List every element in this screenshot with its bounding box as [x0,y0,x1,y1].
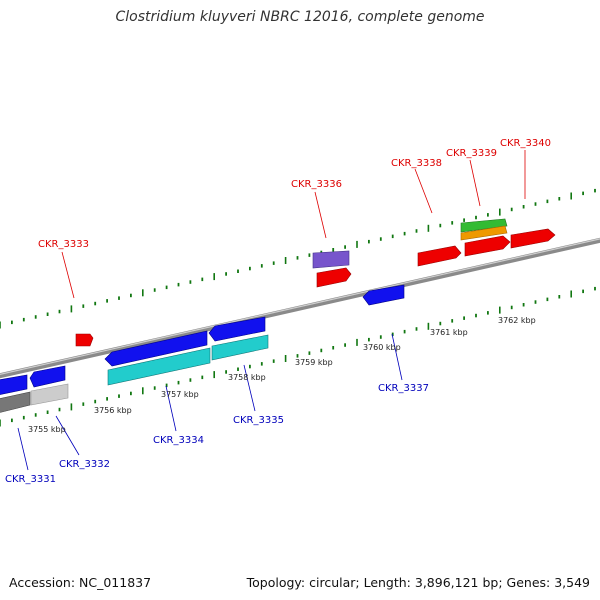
lower-tick-row [0,286,596,427]
kbp-label-3759: 3759 kbp [295,358,333,367]
gene-label-ckr-3335[interactable]: CKR_3335 [233,415,284,426]
kbp-label-3760: 3760 kbp [363,343,401,352]
gene-labels: CKR_3333 CKR_3336 CKR_3338 CKR_3339 CKR_… [5,138,551,485]
gene-feature-ckr-3340[interactable] [510,228,556,249]
kbp-label-3758: 3758 kbp [228,373,266,382]
kbp-label-3761: 3761 kbp [430,328,468,337]
reverse-features [0,284,405,413]
rna-feature-purple[interactable] [312,250,350,269]
kbp-labels: 3755 kbp 3756 kbp 3757 kbp 3758 kbp 3759… [28,316,536,434]
gene-label-ckr-3338[interactable]: CKR_3338 [391,158,442,169]
pseudo-feature-dark[interactable] [0,391,31,413]
rna-feature-cyan-2[interactable] [211,334,269,361]
upper-tick-row [0,188,596,329]
gene-label-ckr-3331[interactable]: CKR_3331 [5,474,56,485]
pseudo-feature-light[interactable] [30,383,69,406]
gene-feature-ckr-3334[interactable] [104,330,208,367]
rna-feature-orange[interactable] [460,225,508,241]
leader-ckr-3332 [55,415,80,456]
gene-feature-ckr-3338[interactable] [417,245,462,267]
gene-label-ckr-3340[interactable]: CKR_3340 [500,138,551,149]
forward-features [75,218,556,347]
gene-label-ckr-3333[interactable]: CKR_3333 [38,239,89,250]
label-leaders [17,150,526,471]
genome-backbone-highlight [0,238,600,375]
genome-backbone [0,237,600,379]
leader-ckr-3336 [314,191,327,239]
gene-feature-ckr-3337[interactable] [362,284,405,306]
gene-feature-ckr-3335[interactable] [208,316,266,342]
leader-ckr-3339 [469,159,481,207]
gene-label-ckr-3332[interactable]: CKR_3332 [59,459,110,470]
leader-ckr-3333 [61,251,75,299]
gene-feature-ckr-3331[interactable] [0,374,28,395]
leader-ckr-3334 [165,385,177,432]
gene-feature-ckr-3332[interactable] [29,365,66,388]
kbp-label-3755: 3755 kbp [28,425,66,434]
gene-label-ckr-3334[interactable]: CKR_3334 [153,435,204,446]
rna-feature-cyan-1[interactable] [107,347,211,386]
rna-feature-green[interactable] [460,218,508,233]
leader-ckr-3338 [414,168,433,214]
map-title: Clostridium kluyveri NBRC 12016, complet… [115,9,485,25]
gene-feature-ckr-3339[interactable] [464,235,511,257]
kbp-label-3756: 3756 kbp [94,406,132,415]
kbp-label-3762: 3762 kbp [498,316,536,325]
accession-text: Accession: NC_011837 [9,575,152,590]
leader-ckr-3331 [17,427,29,471]
gene-label-ckr-3337[interactable]: CKR_3337 [378,383,429,394]
gene-label-ckr-3336[interactable]: CKR_3336 [291,179,342,190]
gene-feature-ckr-3333[interactable] [75,333,94,347]
gene-feature-ckr-3336[interactable] [316,267,352,288]
leader-ckr-3337 [391,333,403,381]
genome-summary-text: Topology: circular; Length: 3,896,121 bp… [246,575,590,590]
gene-label-ckr-3339[interactable]: CKR_3339 [446,148,497,159]
leader-ckr-3335 [243,364,256,412]
kbp-label-3757: 3757 kbp [161,390,199,399]
